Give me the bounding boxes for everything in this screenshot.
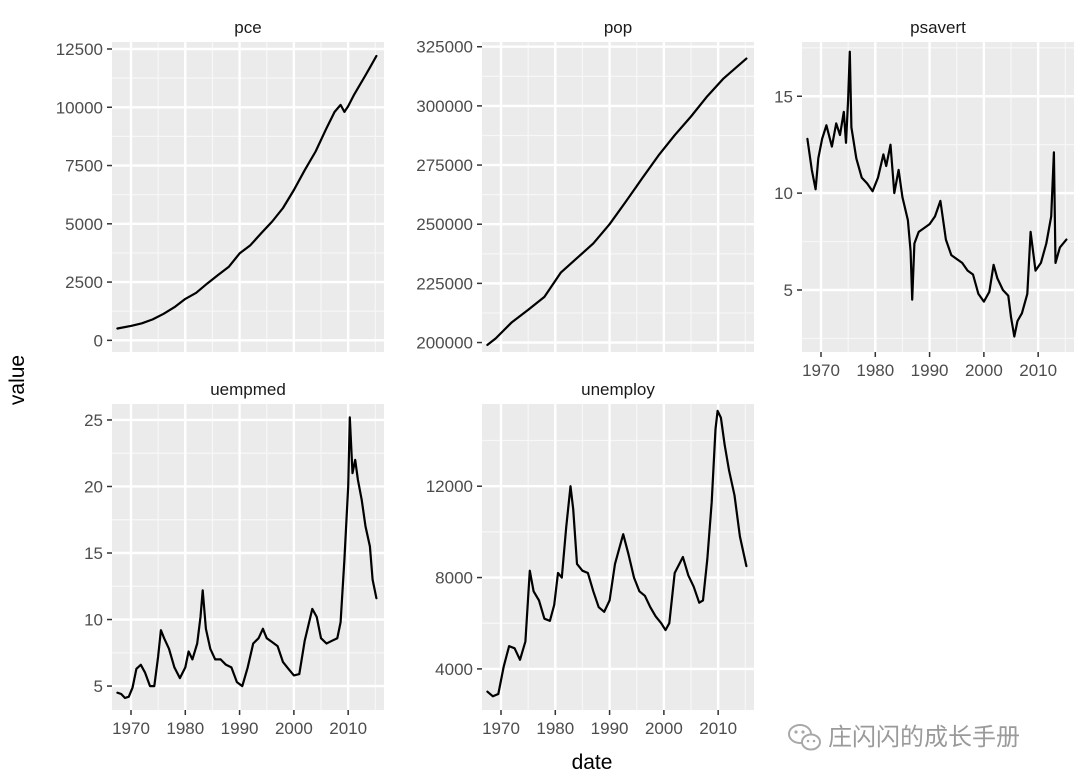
x-axis-title: date: [572, 751, 613, 774]
x-tick-label: 2010: [329, 719, 367, 738]
y-tick-label: 200000: [416, 334, 473, 353]
facet-pce: pce 0 2500 5000 7500 10000 12500: [56, 18, 384, 352]
facet-unemploy: unemploy 4000 8000 12000 1970 1980 1990 2000 201…: [426, 380, 754, 738]
y-tick-label: 10: [84, 611, 103, 630]
x-tick-label: 1970: [112, 719, 150, 738]
y-axis-title: value: [6, 355, 29, 405]
y-tick-label: 10000: [56, 98, 103, 117]
panel-background: [112, 42, 384, 352]
series-line-unemploy: [486, 409, 748, 698]
y-tick-label: 275000: [416, 156, 473, 175]
y-tick-label: 25: [84, 411, 103, 430]
watermark: 庄闪闪的成长手册: [788, 723, 1020, 751]
x-tick-label: 1970: [802, 361, 840, 380]
x-tick-label: 1980: [856, 361, 894, 380]
x-tick-label: 1970: [482, 719, 520, 738]
y-tick-label: 225000: [416, 274, 473, 293]
y-tick-label: 8000: [435, 569, 473, 588]
y-tick-label: 0: [94, 331, 103, 350]
series-line-psavert: [806, 50, 1068, 338]
x-tick-label: 1990: [911, 361, 949, 380]
facet-strip-label: unemploy: [581, 380, 655, 399]
y-tick-label: 2500: [65, 273, 103, 292]
x-tick-label: 1980: [166, 719, 204, 738]
x-tick-label: 2000: [965, 361, 1003, 380]
y-tick-label: 4000: [435, 660, 473, 679]
panel-background: [802, 42, 1074, 352]
x-tick-label: 2000: [645, 719, 683, 738]
facet-pop: pop 200000 225000 250000 275000 300000 325000: [416, 18, 754, 353]
facet-strip-label: uempmed: [210, 380, 286, 399]
y-tick-label: 325000: [416, 38, 473, 57]
y-tick-label: 7500: [65, 157, 103, 176]
series-line-pop: [486, 57, 748, 346]
y-tick-label: 5: [784, 281, 793, 300]
y-tick-label: 5000: [65, 215, 103, 234]
y-tick-label: 12000: [426, 477, 473, 496]
x-tick-label: 1990: [591, 719, 629, 738]
wechat-icon: [788, 724, 821, 751]
y-tick-label: 15: [84, 544, 103, 563]
y-tick-label: 250000: [416, 215, 473, 234]
y-tick-label: 20: [84, 477, 103, 496]
x-tick-label: 2010: [1019, 361, 1057, 380]
facet-psavert: psavert 5 10 15 1970 1980 1990 2000 2010: [774, 18, 1074, 380]
y-tick-label: 15: [774, 87, 793, 106]
x-tick-label: 1990: [221, 719, 259, 738]
x-tick-label: 2010: [699, 719, 737, 738]
x-tick-label: 1980: [536, 719, 574, 738]
watermark-text: 庄闪闪的成长手册: [828, 723, 1020, 751]
facet-strip-label: pop: [604, 18, 632, 37]
series-line-pce: [116, 54, 378, 330]
x-tick-label: 2000: [275, 719, 313, 738]
y-tick-label: 12500: [56, 40, 103, 59]
y-tick-label: 300000: [416, 97, 473, 116]
y-tick-label: 10: [774, 184, 793, 203]
facet-strip-label: pce: [234, 18, 261, 37]
facet-strip-label: psavert: [910, 18, 966, 37]
y-tick-label: 5: [94, 677, 103, 696]
facet-uempmed: uempmed 5 10 15 20 25 1970 1980 1990 2000 2010: [84, 380, 384, 738]
series-line-uempmed: [116, 416, 378, 700]
